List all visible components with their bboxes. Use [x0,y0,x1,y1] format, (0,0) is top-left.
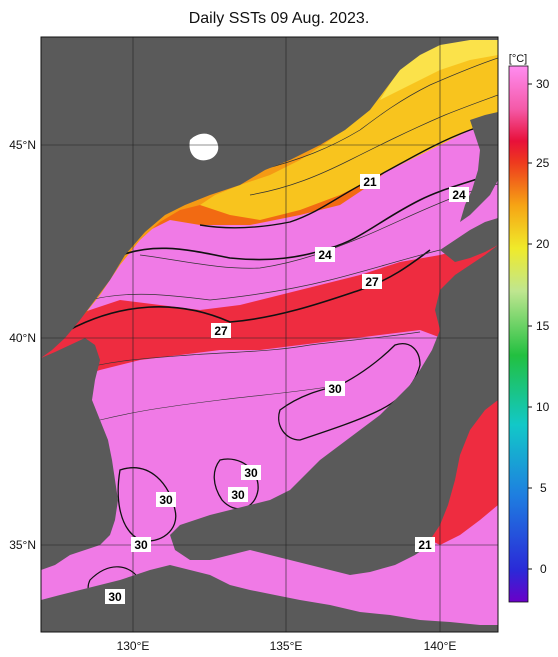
colorbar-tick: 5 [540,481,547,495]
colorbar-tick: 30 [536,77,550,91]
colorbar-unit: [°C] [509,53,527,65]
pacific-warm [430,400,498,545]
lake [189,133,219,161]
contour-label: 30 [159,493,173,507]
contour-label: 30 [108,590,122,604]
contour-label: 24 [318,248,332,262]
land-asia-mainland [41,37,498,358]
sst-band-19 [380,37,498,100]
colorbar-tick: 10 [536,400,550,414]
land-southwest-japan [41,565,498,632]
lat-label: 35°N [9,538,36,552]
contour-label: 21 [363,175,377,189]
contour-label: 21 [418,538,432,552]
lon-label: 140°E [424,639,457,653]
sst-band-21 [200,37,498,220]
isotherm-30-a [117,467,177,542]
land-honshu [170,245,498,575]
graticule [41,37,498,632]
contour-labels: 21 24 24 27 27 30 30 30 30 30 21 30 [105,174,469,604]
contour-label: 30 [244,466,258,480]
land-hokkaido [440,218,498,262]
map-title: Daily SSTs 09 Aug. 2023. [188,10,370,27]
contour-label: 27 [214,324,228,338]
sst-band-27 [41,240,498,390]
map-area [41,37,498,632]
colorbar: [°C] 30 25 20 15 10 5 0 [508,53,550,603]
contour-label: 30 [134,538,148,552]
contour-label: 30 [231,488,245,502]
colorbar-tick: 0 [540,562,547,576]
colorbar-tick: 15 [536,319,550,333]
land-sakhalin [460,112,498,222]
colorbar-scale [508,65,529,603]
lat-label: 45°N [9,138,36,152]
land-korea [41,338,118,570]
isotherm-27 [59,249,431,336]
contour-label: 24 [452,188,466,202]
contour-label: 30 [328,382,342,396]
contour-label: 27 [365,275,379,289]
lon-label: 130°E [117,639,150,653]
colorbar-tick: 20 [536,237,550,251]
lon-label: 135°E [270,639,303,653]
colorbar-tick: 25 [536,156,550,170]
lat-label: 40°N [9,331,36,345]
axis-labels: 45°N 40°N 35°N 130°E 135°E 140°E [9,138,456,653]
